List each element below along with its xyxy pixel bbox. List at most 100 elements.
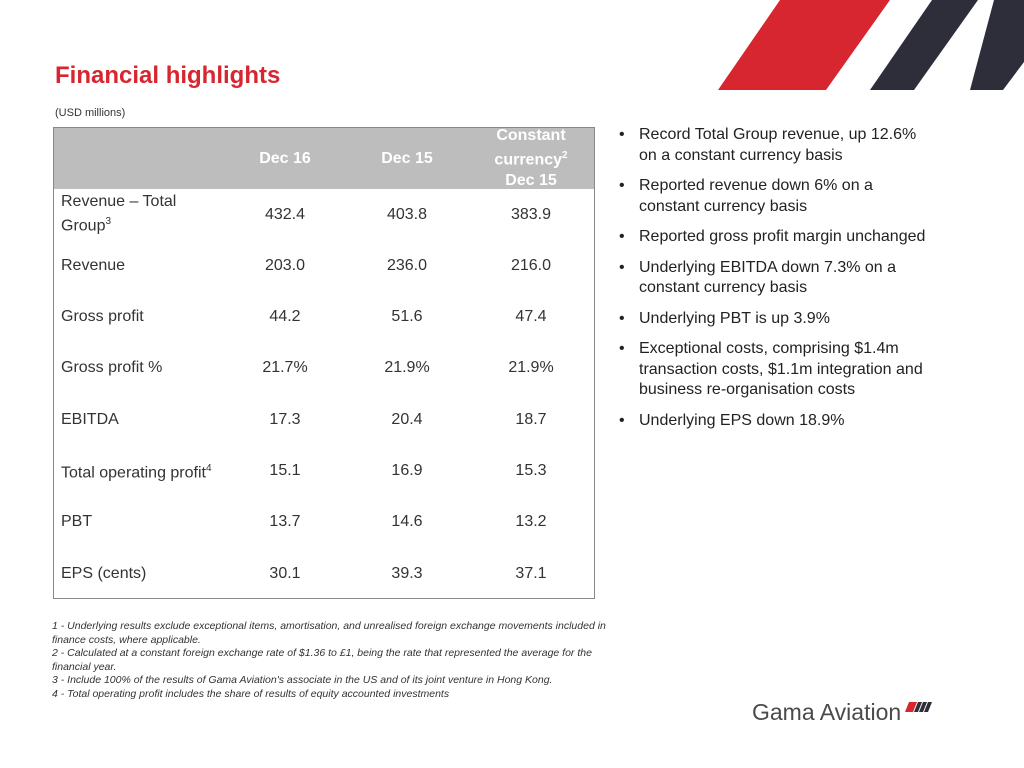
bullet-icon: • <box>619 177 625 194</box>
row-label: Gross profit <box>61 292 221 343</box>
highlights-list: • Record Total Group revenue, up 12.6% on… <box>617 125 937 431</box>
highlight-text: Record Total Group revenue, up 12.6% on … <box>639 126 917 164</box>
row-label: Revenue – Total Group3 <box>61 189 221 240</box>
footnotes: 1 - Underlying results exclude exception… <box>52 620 612 701</box>
table-cell-v2: 16.9 <box>391 462 423 479</box>
table-row: PBT 13.7 14.6 13.2 <box>54 497 594 548</box>
table-cell-v2: 20.4 <box>391 410 423 428</box>
page-title: Financial highlights <box>55 62 281 89</box>
table-cell-v3: 216.0 <box>510 256 552 274</box>
bullet-icon: • <box>619 126 625 143</box>
row-label-text: EBITDA <box>61 410 119 428</box>
footnote: 4 - Total operating profit includes the … <box>52 687 450 700</box>
row-label-text: PBT <box>61 513 93 531</box>
column-header-line: currency2 <box>494 146 567 170</box>
column-header-text: currency <box>494 151 563 169</box>
table-row: Total operating profit4 15.1 16.9 15.3 <box>54 446 594 497</box>
footnote: 2 - Calculated at a constant foreign exc… <box>52 647 592 673</box>
row-label: PBT <box>61 497 221 548</box>
row-label-wrap: Total operating profit4 <box>61 459 212 483</box>
table-cell-v1: 30.1 <box>269 564 301 582</box>
table-cell-v1: 13.7 <box>269 513 301 531</box>
highlight-item: • Underlying PBT is up 3.9% <box>617 309 937 330</box>
table-cell-v2: 14.6 <box>391 513 423 531</box>
bullet-icon: • <box>619 228 625 245</box>
bullet-icon: • <box>619 309 625 327</box>
footnote: 3 - Include 100% of the results of Gama … <box>52 674 553 686</box>
table-cell-v1: 17.3 <box>269 410 301 428</box>
highlight-item: • Exceptional costs, comprising $1.4m tra… <box>617 339 937 401</box>
footnote-marker: 3 <box>105 216 112 228</box>
table-cell-v1: 203.0 <box>264 256 306 274</box>
row-label-wrap: Gross profit % <box>61 358 162 378</box>
table-cell-v3: 18.7 <box>515 410 547 428</box>
financial-table: Dec 16 Dec 15 Constant currency2 Dec 15 … <box>53 127 595 599</box>
table-row: EBITDA 17.3 20.4 18.7 <box>54 394 594 445</box>
bullet-icon: • <box>619 411 625 429</box>
row-label-wrap: EBITDA <box>61 410 119 430</box>
highlight-text: Underlying EPS down 18.9% <box>639 411 845 429</box>
bullet-icon: • <box>619 258 625 276</box>
logo-text: Gama Aviation <box>752 698 902 725</box>
row-label-text: EPS (cents) <box>61 564 147 582</box>
column-header-line: Dec 15 <box>505 171 557 189</box>
row-label: EPS (cents) <box>61 548 221 599</box>
table-cell-v3: 13.2 <box>515 513 547 531</box>
table-row: Gross profit % 21.7% 21.9% 21.9% <box>54 343 594 394</box>
units-caption: (USD millions) <box>55 107 126 119</box>
highlight-text: Reported revenue down 6% on a constant c… <box>639 177 873 215</box>
row-label-text: Revenue – Total Group <box>61 193 177 235</box>
table-row: Gross profit 44.2 51.6 47.4 <box>54 292 594 343</box>
row-label-wrap: EPS (cents) <box>61 564 146 584</box>
table-cell-v3: 47.4 <box>515 308 547 326</box>
table-cell-v2: 236.0 <box>386 256 428 274</box>
highlight-item: • Record Total Group revenue, up 12.6% on… <box>617 125 937 166</box>
table-cell-v3: 383.9 <box>510 205 552 223</box>
table-cell-v1: 15.1 <box>269 462 301 479</box>
column-header-line: Constant <box>496 127 566 145</box>
highlight-item: • Reported revenue down 6% on a constant … <box>617 176 937 217</box>
footnote: 1 - Underlying results exclude exception… <box>52 620 606 646</box>
footnote-marker: 4 <box>205 462 212 474</box>
corner-stripes-graphic <box>718 0 1024 90</box>
bullet-icon: • <box>619 340 625 357</box>
row-label-text: Total operating profit <box>61 464 206 482</box>
highlight-text: Reported gross profit margin unchanged <box>639 228 926 245</box>
table-cell-v3: 37.1 <box>515 564 547 582</box>
table-cell-v2: 51.6 <box>391 308 423 326</box>
footnote-marker: 2 <box>562 150 568 162</box>
highlight-item: • Underlying EBITDA down 7.3% on a consta… <box>617 258 937 299</box>
row-label-wrap: Revenue <box>61 256 125 276</box>
table-cell-v2: 21.9% <box>384 359 430 377</box>
table-cell-v1: 21.7% <box>262 359 308 377</box>
row-label-wrap: Revenue – Total Group3 <box>61 192 221 236</box>
highlight-text: Underlying EBITDA down 7.3% on a constan… <box>639 258 897 297</box>
row-label-text: Gross profit <box>61 308 144 326</box>
row-label-text: Gross profit % <box>61 359 163 377</box>
row-label: EBITDA <box>61 394 221 445</box>
column-header-dec16: Dec 16 <box>259 149 311 167</box>
highlight-text: Exceptional costs, comprising $1.4m tran… <box>639 340 923 398</box>
table-cell-v3: 21.9% <box>508 359 554 377</box>
table-cell-v2: 403.8 <box>386 205 428 223</box>
table-row: EPS (cents) 30.1 39.3 37.1 <box>54 548 594 599</box>
row-label: Gross profit % <box>61 343 221 394</box>
column-header-constant-currency: Constant currency2 Dec 15 <box>468 127 594 189</box>
table-row: Revenue 203.0 236.0 216.0 <box>54 240 594 291</box>
gama-stripes-icon <box>905 702 933 712</box>
row-label: Revenue <box>61 240 221 291</box>
table-cell-v1: 44.2 <box>269 308 301 326</box>
table-cell-v3: 15.3 <box>515 462 547 479</box>
table-cell-v1: 432.4 <box>264 205 306 223</box>
row-label: Total operating profit4 <box>61 446 221 497</box>
row-label-wrap: PBT <box>61 512 92 532</box>
highlight-item: • Underlying EPS down 18.9% <box>617 411 937 432</box>
highlight-item: • Reported gross profit margin unchanged <box>617 227 937 248</box>
table-cell-v2: 39.3 <box>391 564 423 582</box>
column-header-dec15: Dec 15 <box>381 149 433 167</box>
row-label-wrap: Gross profit <box>61 307 144 327</box>
table-header: Dec 16 Dec 15 Constant currency2 Dec 15 <box>54 127 594 189</box>
gama-aviation-logo: Gama Aviation <box>752 697 933 727</box>
highlight-text: Underlying PBT is up 3.9% <box>639 309 830 327</box>
